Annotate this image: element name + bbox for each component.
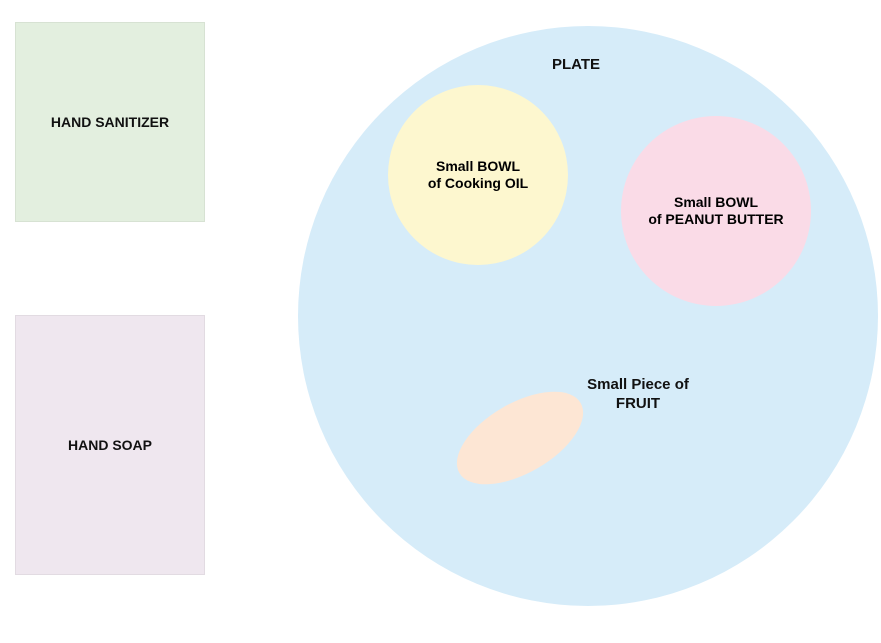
oil-bowl: Small BOWL of Cooking OIL xyxy=(388,85,568,265)
plate-circle xyxy=(298,26,878,606)
oil-bowl-label: Small BOWL of Cooking OIL xyxy=(428,158,528,193)
peanut-bowl: Small BOWL of PEANUT BUTTER xyxy=(621,116,811,306)
hand-sanitizer-box: HAND SANITIZER xyxy=(15,22,205,222)
hand-soap-box: HAND SOAP xyxy=(15,315,205,575)
peanut-bowl-label: Small BOWL of PEANUT BUTTER xyxy=(648,194,783,229)
fruit-label: Small Piece of FRUIT xyxy=(558,376,718,414)
plate-label: PLATE xyxy=(552,56,600,73)
